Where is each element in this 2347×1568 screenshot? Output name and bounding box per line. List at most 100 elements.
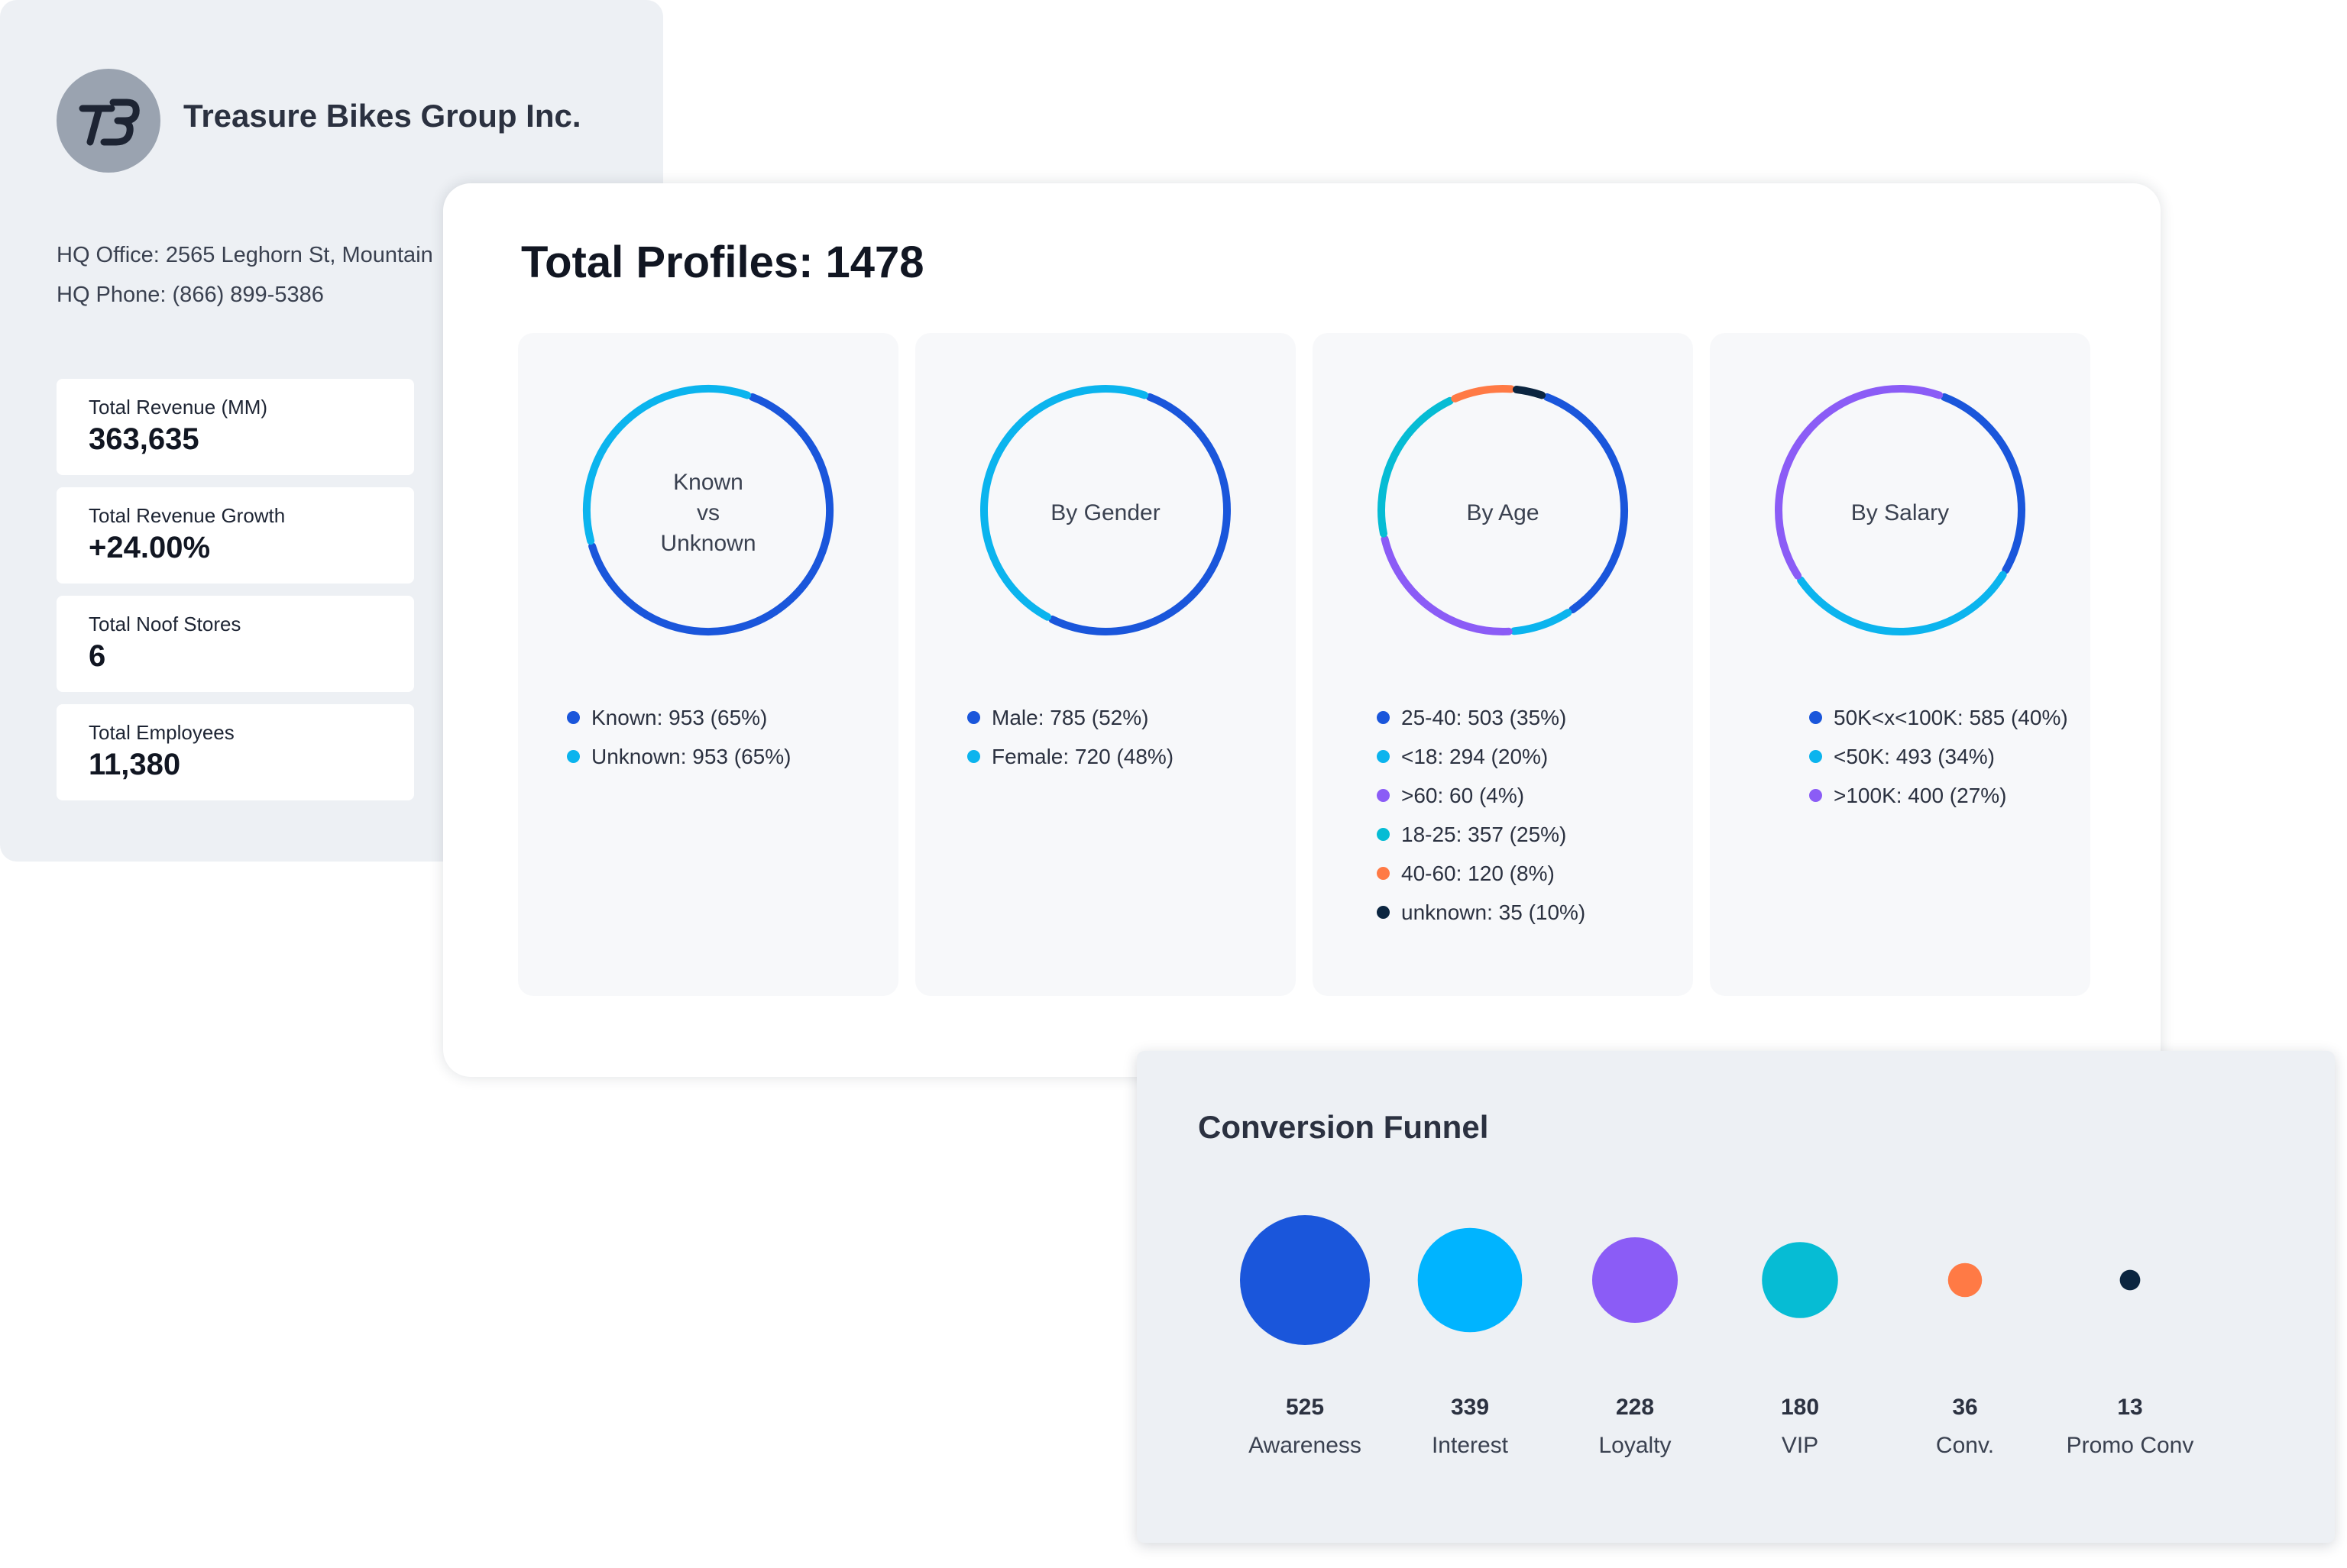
legend-label: Unknown: 953 (65%) — [591, 744, 792, 768]
donut-segment — [1451, 385, 1515, 403]
donut-chart-gender — [980, 385, 1231, 635]
legend-label: >100K: 400 (27%) — [1834, 783, 2007, 807]
stat-label: Total Revenue (MM) — [89, 396, 268, 419]
funnel-stage-interest: 339 Interest — [1378, 1395, 1562, 1459]
panel-by-gender: By Gender Male: 785 (52%) Female: 720 (4… — [915, 333, 1296, 996]
funnel-stage-loyalty: 228 Loyalty — [1543, 1395, 1727, 1459]
legend-label: Known: 953 (65%) — [591, 705, 768, 729]
tb-monogram-logo-icon — [57, 69, 160, 173]
donut-segment — [1048, 393, 1231, 635]
donut-segment — [1381, 535, 1513, 635]
funnel-stage-vip: 180 VIP — [1708, 1395, 1892, 1459]
donut-label: Known — [673, 470, 743, 495]
funnel-stage-conv: 36 Conv. — [1873, 1395, 2057, 1459]
donut-segment — [583, 385, 752, 545]
donut-label: vs — [697, 500, 720, 525]
legend-dot — [1377, 906, 1390, 919]
legend-item: 50K<x<100K: 585 (40%) — [1809, 698, 2068, 737]
panel-by-salary: By Salary 50K<x<100K: 585 (40%) <50K: 49… — [1710, 333, 2090, 996]
legend-label: 25-40: 503 (35%) — [1401, 705, 1567, 729]
conversion-funnel-card: Conversion Funnel 525 Awareness 339 Inte… — [1137, 1051, 2335, 1543]
legend-label: 50K<x<100K: 585 (40%) — [1834, 705, 2068, 729]
stat-label: Total Employees — [89, 721, 235, 744]
legend-label: >60: 60 (4%) — [1401, 783, 1525, 807]
legend-label: 18-25: 357 (25%) — [1401, 822, 1567, 846]
stat-value: 363,635 — [89, 422, 199, 456]
legend-item: >100K: 400 (27%) — [1809, 776, 2068, 815]
profiles-card: Total Profiles: 1478 Known vs Unknown Kn… — [443, 183, 2161, 1077]
funnel-label: Awareness — [1248, 1433, 1361, 1458]
donut-segment — [980, 385, 1149, 621]
legend-dot — [1377, 750, 1390, 763]
legend-dot — [567, 750, 580, 763]
legend-item: Unknown: 953 (65%) — [567, 737, 791, 776]
legend-dot — [1377, 711, 1390, 724]
funnel-label: VIP — [1781, 1433, 1819, 1458]
hq-office: HQ Office: 2565 Leghorn St, Mountain — [57, 243, 433, 267]
donut-chart-salary — [1775, 385, 2025, 635]
donut-chart-known-unknown — [583, 385, 834, 635]
legend-item: Female: 720 (48%) — [967, 737, 1174, 776]
stat-value: 11,380 — [89, 748, 181, 781]
funnel-bubble — [1947, 1262, 1983, 1298]
legend-dot — [1377, 867, 1390, 880]
legend: 50K<x<100K: 585 (40%) <50K: 493 (34%) >1… — [1809, 698, 2068, 815]
panel-known-unknown: Known vs Unknown Known: 953 (65%) Unknow… — [518, 333, 898, 996]
funnel-value: 525 — [1285, 1395, 1325, 1420]
funnel-value: 13 — [2117, 1395, 2143, 1420]
legend-item: 18-25: 357 (25%) — [1377, 815, 1585, 854]
donut-segment — [1775, 385, 1944, 580]
donut-segment — [1512, 386, 1546, 399]
stat-value: 6 — [89, 639, 106, 673]
funnel-bubble — [1417, 1227, 1523, 1333]
stat-card-employees: Total Employees 11,380 — [57, 704, 414, 800]
funnel-bubbles — [1240, 1215, 2141, 1345]
stat-card-revenue-growth: Total Revenue Growth +24.00% — [57, 487, 414, 584]
legend: Male: 785 (52%) Female: 720 (48%) — [967, 698, 1174, 776]
legend-dot — [967, 750, 980, 763]
funnel-value: 339 — [1450, 1395, 1490, 1420]
donut-segment — [1510, 609, 1572, 635]
legend-dot — [967, 711, 980, 724]
funnel-bubble — [2119, 1269, 2141, 1291]
legend-dot — [1809, 750, 1822, 763]
donut-segment — [1377, 396, 1454, 538]
legend-label: unknown: 35 (10%) — [1401, 900, 1586, 924]
panel-by-age: By Age 25-40: 503 (35%) <18: 294 (20%) >… — [1313, 333, 1693, 996]
funnel-bubble — [1762, 1242, 1838, 1318]
donut-label: By Gender — [1050, 500, 1161, 525]
donut-label: By Age — [1466, 500, 1539, 525]
legend-label: <50K: 493 (34%) — [1834, 744, 1995, 768]
donut-chart-age — [1377, 385, 1628, 635]
funnel-label: Loyalty — [1598, 1433, 1672, 1458]
funnel-value: 36 — [1952, 1395, 1978, 1420]
legend-item: unknown: 35 (10%) — [1377, 893, 1585, 932]
profiles-title: Total Profiles: 1478 — [521, 238, 924, 287]
legend-dot — [1809, 789, 1822, 802]
legend-label: <18: 294 (20%) — [1401, 744, 1549, 768]
funnel-bubble — [1240, 1215, 1370, 1345]
funnel-value: 180 — [1780, 1395, 1820, 1420]
funnel-label: Conv. — [1935, 1433, 1995, 1458]
stat-card-stores: Total Noof Stores 6 — [57, 596, 414, 692]
legend-dot — [1377, 789, 1390, 802]
legend-label: Female: 720 (48%) — [992, 744, 1174, 768]
donut-segment — [1797, 571, 2007, 635]
stat-label: Total Noof Stores — [89, 613, 241, 635]
company-name: Treasure Bikes Group Inc. — [183, 98, 581, 134]
legend-label: Male: 785 (52%) — [992, 705, 1149, 729]
legend-item: <18: 294 (20%) — [1377, 737, 1585, 776]
legend: 25-40: 503 (35%) <18: 294 (20%) >60: 60 … — [1377, 698, 1585, 932]
stat-value: +24.00% — [89, 531, 211, 564]
legend-label: 40-60: 120 (8%) — [1401, 861, 1555, 885]
legend-dot — [1377, 828, 1390, 841]
legend: Known: 953 (65%) Unknown: 953 (65%) — [567, 698, 791, 776]
hq-phone: HQ Phone: (866) 899-5386 — [57, 283, 324, 307]
legend-item: Known: 953 (65%) — [567, 698, 791, 737]
legend-item: <50K: 493 (34%) — [1809, 737, 2068, 776]
donut-segment — [1940, 393, 2025, 574]
stat-card-revenue: Total Revenue (MM) 363,635 — [57, 379, 414, 475]
funnel-bubble — [1591, 1237, 1679, 1324]
legend-item: Male: 785 (52%) — [967, 698, 1174, 737]
donut-segment — [1543, 393, 1628, 614]
